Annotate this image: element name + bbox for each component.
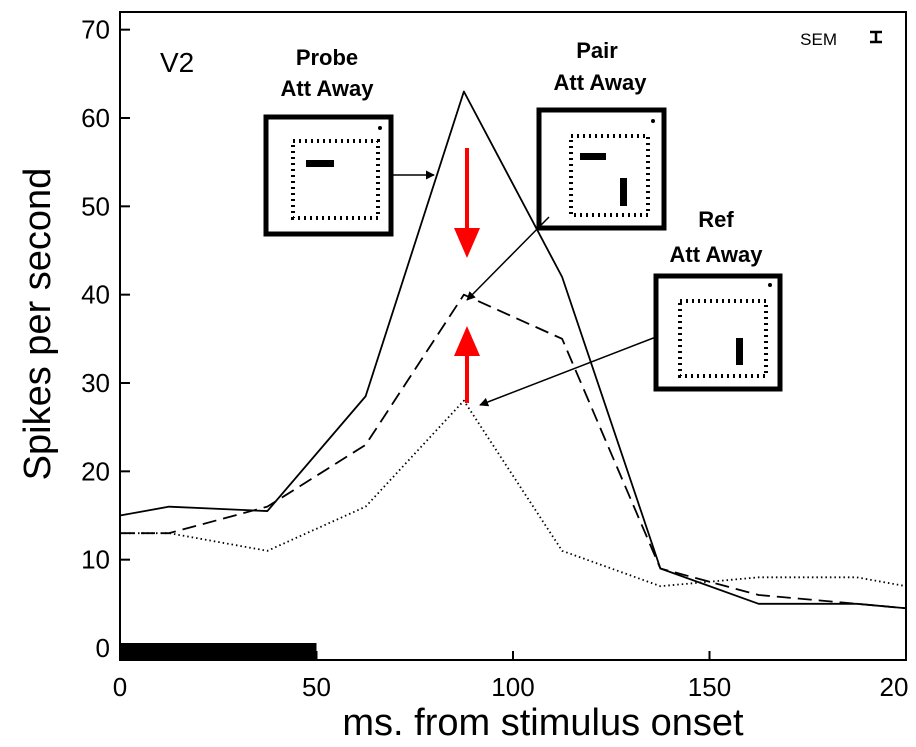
annotation-probe-line1: Probe [296,45,358,70]
annotation-probe-line2: Att Away [281,76,375,101]
y-tick-label: 60 [81,103,110,133]
probe-stimulus-dotted-frame [291,139,380,220]
annotation-pair-line2: Att Away [554,70,648,95]
annotation-ref-line1: Ref [698,207,734,232]
annotation-pair-line1: Pair [576,38,618,63]
pair-fixation-dot [651,119,655,123]
pair-stimulus-bar-horizontal [580,153,606,160]
ref-fixation-dot [768,283,772,287]
y-tick-label: 70 [81,15,110,45]
x-axis-ticks: 0 50 100 150 20 [113,651,909,702]
pair-stimulus-box [536,107,667,231]
x-tick-label: 0 [113,672,127,702]
y-tick-label: 20 [81,456,110,486]
y-axis-label: Spikes per second [17,168,59,481]
annotation-ref: Ref Att Away [653,207,783,392]
annotation-ref-line2: Att Away [670,242,764,267]
sem-label: SEM [800,30,837,49]
annotation-pair: Pair Att Away [536,38,667,231]
series-layer [119,90,907,610]
red-arrow-up [454,326,480,403]
ref-stimulus-box [653,273,783,392]
ref-stimulus-bar [736,338,743,365]
x-axis-label: ms. from stimulus onset [342,702,744,744]
pair-stimulus-bar-vertical [620,178,627,206]
x-tick-label: 50 [302,672,331,702]
probe-stimulus-bar [306,160,334,167]
series-line-solid [119,90,907,610]
y-axis-ticks: 0 10 20 30 40 50 60 70 [81,15,130,663]
probe-fixation-dot [378,126,382,130]
panel-label: V2 [160,47,194,78]
stimulus-bar [120,643,317,659]
x-tick-label: 100 [491,672,534,702]
plot-frame [119,11,907,661]
y-tick-label: 0 [96,633,110,663]
series-line-dotted [120,399,907,588]
pair-pointer-arrow [466,216,550,301]
red-arrow-down [454,148,480,258]
series-line-dashed [120,293,907,610]
y-tick-label: 10 [81,545,110,575]
y-tick-label: 30 [81,368,110,398]
x-tick-label: 150 [688,672,731,702]
annotation-probe: Probe Att Away [263,45,394,237]
y-tick-label: 50 [81,191,110,221]
ref-pointer-arrow [479,336,657,407]
sem-bar-icon [870,30,882,44]
x-tick-label: 20 [880,672,909,702]
y-tick-label: 40 [81,280,110,310]
probe-stimulus-box [263,114,394,237]
ref-stimulus-dotted-frame [678,299,768,378]
